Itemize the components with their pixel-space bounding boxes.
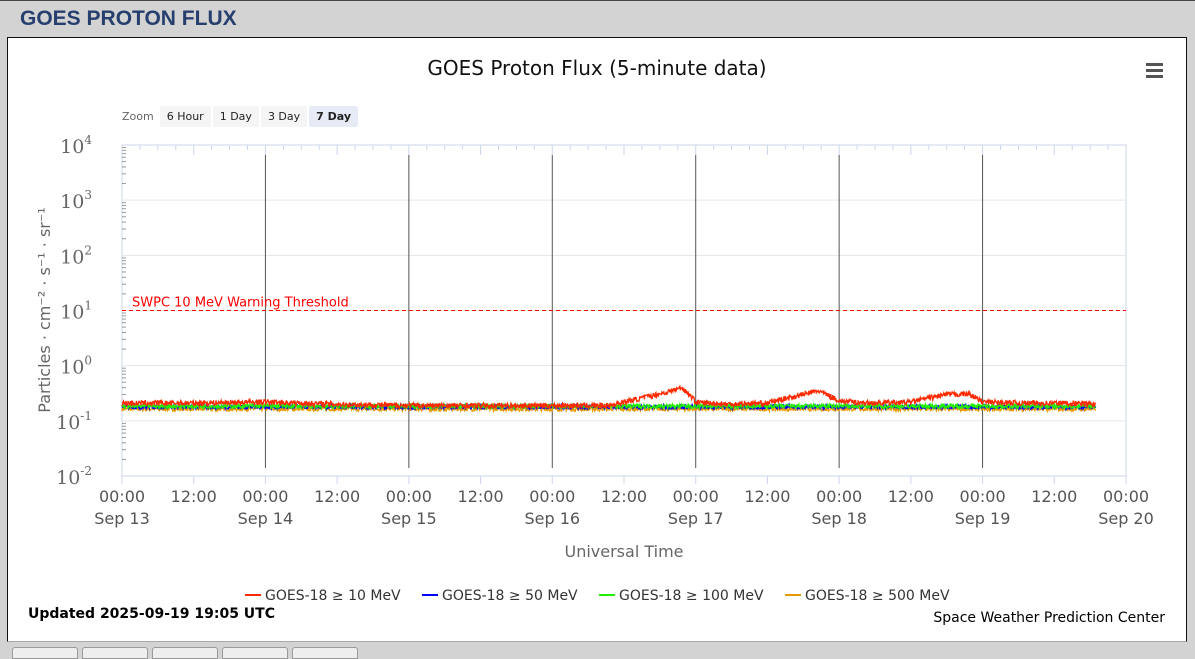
x-tick-date: Sep 20 <box>1098 509 1154 528</box>
y-tick-label: 104 <box>60 133 92 158</box>
y-tick-label: 10-1 <box>56 409 92 434</box>
tab[interactable] <box>82 647 148 659</box>
zoom-3-day-button[interactable]: 3 Day <box>260 106 308 127</box>
x-tick-date: Sep 13 <box>94 509 150 528</box>
page-header: GOES PROTON FLUX <box>0 0 1195 37</box>
legend-item: GOES-18 ≥ 500 MeV <box>805 588 950 604</box>
legend-item: GOES-18 ≥ 10 MeV <box>265 588 401 604</box>
y-tick-label: 103 <box>60 188 92 213</box>
x-tick-time: 00:00 <box>242 487 288 506</box>
tab[interactable] <box>12 647 78 659</box>
x-tick-time: 00:00 <box>386 487 432 506</box>
x-tick-time: 12:00 <box>314 487 360 506</box>
x-tick-time: 12:00 <box>171 487 217 506</box>
x-tick-time: 00:00 <box>1103 487 1149 506</box>
credit-label: Space Weather Prediction Center <box>933 610 1165 626</box>
x-tick-date: Sep 18 <box>811 509 867 528</box>
y-tick-label: 10-2 <box>56 464 92 489</box>
bottom-tabs <box>12 647 358 659</box>
hamburger-menu-icon[interactable] <box>1146 63 1163 81</box>
x-axis-title: Universal Time <box>564 542 683 561</box>
y-axis-title: Particles · cm⁻² · s⁻¹ · sr⁻¹ <box>35 207 54 412</box>
y-tick-label: 100 <box>60 354 92 379</box>
page-title: GOES PROTON FLUX <box>20 7 237 30</box>
x-tick-time: 00:00 <box>529 487 575 506</box>
x-tick-date: Sep 14 <box>238 509 294 528</box>
x-tick-date: Sep 19 <box>955 509 1011 528</box>
tab[interactable] <box>222 647 288 659</box>
zoom-selector: Zoom 6 Hour 1 Day 3 Day 7 Day <box>122 106 359 127</box>
y-tick-label: 102 <box>60 243 92 268</box>
y-tick-label: 101 <box>60 299 92 324</box>
x-tick-time: 12:00 <box>744 487 790 506</box>
x-tick-time: 12:00 <box>601 487 647 506</box>
tab[interactable] <box>152 647 218 659</box>
chart-title: GOES Proton Flux (5-minute data) <box>427 56 766 80</box>
tab[interactable] <box>292 647 358 659</box>
x-tick-date: Sep 15 <box>381 509 437 528</box>
zoom-6-hour-button[interactable]: 6 Hour <box>159 106 211 127</box>
x-tick-time: 00:00 <box>960 487 1006 506</box>
x-tick-date: Sep 16 <box>524 509 580 528</box>
chart-panel <box>7 37 1187 642</box>
series-line-0 <box>121 384 1097 411</box>
x-tick-time: 12:00 <box>888 487 934 506</box>
threshold-label: SWPC 10 MeV Warning Threshold <box>132 296 349 311</box>
zoom-7-day-button[interactable]: 7 Day <box>309 106 359 127</box>
x-tick-time: 00:00 <box>99 487 145 506</box>
x-tick-time: 00:00 <box>816 487 862 506</box>
legend-item: GOES-18 ≥ 100 MeV <box>619 588 764 604</box>
x-tick-time: 00:00 <box>673 487 719 506</box>
x-tick-time: 12:00 <box>1031 487 1077 506</box>
zoom-label: Zoom <box>122 110 154 123</box>
x-tick-time: 12:00 <box>458 487 504 506</box>
updated-timestamp: Updated 2025-09-19 19:05 UTC <box>28 606 275 622</box>
zoom-1-day-button[interactable]: 1 Day <box>212 106 259 127</box>
legend-item: GOES-18 ≥ 50 MeV <box>442 588 578 604</box>
x-tick-date: Sep 17 <box>668 509 724 528</box>
